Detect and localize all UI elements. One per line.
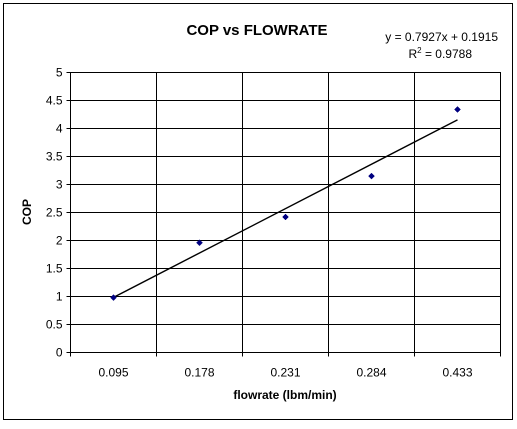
r-squared-prefix: R	[408, 47, 417, 61]
y-tick-label: 4	[56, 122, 63, 136]
y-tick-label: 3.5	[46, 150, 63, 164]
y-tick-label: 0	[56, 346, 63, 360]
chart-title: COP vs FLOWRATE	[186, 22, 327, 39]
y-axis-label: COP	[20, 199, 34, 225]
x-axis-ticks: 0.095 0.178 0.231 0.284 0.433	[70, 352, 501, 380]
y-tick-label: 1	[56, 290, 63, 304]
trendline	[113, 119, 458, 299]
data-point	[454, 106, 461, 113]
y-tick-label: 2	[56, 234, 63, 248]
y-tick-label: 0.5	[46, 318, 63, 332]
trendline-layer	[113, 119, 458, 299]
trendline-equation: y = 0.7927x + 0.1915	[385, 30, 498, 44]
x-tick-label: 0.433	[442, 366, 472, 380]
y-tick-label: 3	[56, 178, 63, 192]
x-tick-label: 0.284	[356, 366, 386, 380]
r-squared-value: = 0.9788	[422, 47, 473, 61]
y-tick-label: 2.5	[46, 206, 63, 220]
y-tick-label: 1.5	[46, 262, 63, 276]
x-tick-label: 0.095	[98, 366, 128, 380]
x-tick-label: 0.178	[184, 366, 214, 380]
data-point	[110, 294, 117, 301]
trendline-r-squared: R2 = 0.9788	[408, 46, 472, 61]
data-point	[196, 239, 203, 247]
data-points	[110, 106, 461, 301]
data-point	[368, 172, 375, 180]
y-tick-label: 4.5	[46, 94, 63, 108]
x-tick-label: 0.231	[270, 366, 300, 380]
x-axis-label: flowrate (lbm/min)	[233, 388, 336, 402]
y-axis-ticks: 0 0.5 1 1.5 2 2.5 3 3.5 4 4.5 5	[46, 66, 71, 360]
grid-lines	[70, 72, 501, 353]
r-squared-exponent: 2	[417, 46, 422, 55]
data-point	[282, 213, 289, 221]
y-tick-label: 5	[56, 66, 63, 80]
